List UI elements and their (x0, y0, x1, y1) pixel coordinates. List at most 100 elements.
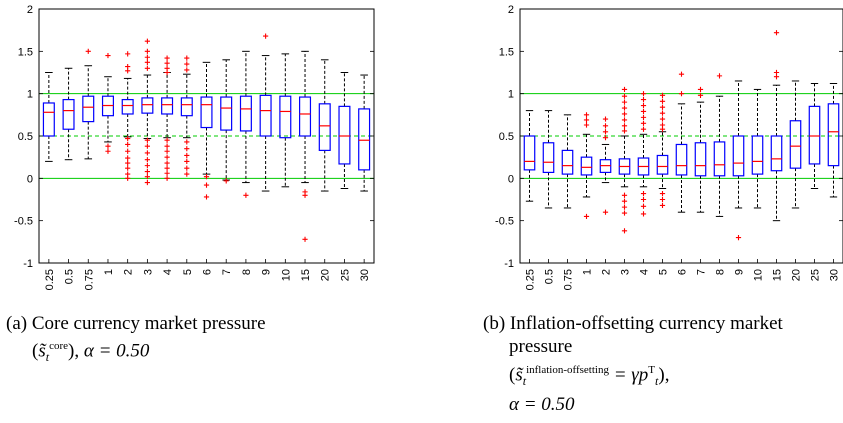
outlier-a-41 (184, 61, 190, 67)
outlier-b-34 (659, 98, 666, 104)
box-b-0 (523, 135, 536, 171)
outlier-b-14 (621, 117, 628, 123)
outlier-b-23 (640, 96, 647, 103)
x-tick-label-a-8: 6 (202, 269, 214, 275)
outlier-b-28 (640, 126, 647, 132)
outlier-b-1 (583, 117, 590, 123)
x-tick-label-b-16: 30 (829, 269, 841, 281)
outlier-b-12 (621, 105, 628, 111)
box-b-8 (675, 143, 688, 176)
x-tick-label-a-0: 0.25 (44, 269, 56, 290)
chart-panel-b: -1 -0.5 0 0.5 1 1.5 2 0.25 0.5 0.75 1 2 3 4 5 6 7 8 9 10 15 2… (495, 4, 843, 290)
outlier-a-27 (144, 179, 150, 186)
x-tick-label-b-3: 1 (582, 269, 594, 275)
outlier-a-49 (203, 174, 210, 180)
outlier-a-53 (243, 192, 249, 198)
box-b-7 (656, 154, 669, 175)
caption-a-text: Core currency market pressure (31, 313, 266, 334)
outlier-b-7 (602, 135, 609, 141)
box-b-10 (713, 141, 726, 177)
outlier-a-6 (125, 68, 131, 74)
y-tick-label-b-5: 1.5 (499, 46, 514, 58)
box-a-0 (42, 102, 55, 137)
outlier-b-17 (621, 192, 628, 198)
outlier-a-25 (144, 168, 150, 175)
caption-b-label: (b) (483, 313, 506, 334)
outlier-b-25 (640, 108, 647, 115)
outlier-b-29 (640, 190, 647, 197)
outlier-b-22 (640, 91, 647, 97)
outlier-a-35 (164, 154, 170, 160)
outlier-a-36 (164, 160, 170, 166)
box-a-10 (239, 95, 252, 132)
outlier-a-11 (125, 160, 131, 166)
outlier-b-2 (583, 122, 590, 128)
x-tick-label-b-11: 9 (734, 269, 746, 275)
outlier-b-18 (621, 198, 628, 204)
box-a-12 (279, 95, 292, 139)
box-a-9 (220, 96, 233, 131)
outlier-a-43 (184, 139, 190, 145)
x-tick-label-a-16: 30 (359, 269, 371, 281)
outlier-a-7 (125, 135, 131, 142)
outlier-b-15 (621, 123, 628, 129)
box-b-14 (789, 120, 802, 169)
outlier-a-22 (144, 150, 150, 156)
outlier-b-19 (621, 204, 628, 210)
x-tick-label-b-1: 0.5 (544, 269, 556, 284)
outlier-b-27 (640, 120, 647, 126)
y-tick-label-b-6: 2 (508, 4, 514, 16)
caption-b: (b) Inflation-offsetting currency market… (483, 312, 823, 416)
outlier-a-32 (164, 137, 170, 143)
box-b-12 (751, 135, 764, 175)
box-a-7 (180, 97, 193, 117)
outlier-a-46 (184, 158, 190, 164)
outlier-a-4 (125, 51, 131, 57)
box-a-2 (82, 95, 95, 123)
outlier-b-33 (659, 92, 666, 98)
box-a-1 (62, 98, 75, 130)
outlier-b-24 (640, 102, 647, 109)
outlier-a-16 (144, 48, 150, 54)
x-tick-label-a-13: 15 (300, 269, 312, 281)
outlier-a-52 (223, 178, 229, 184)
y-tick-label-b-0: -1 (504, 258, 514, 270)
caption-a-label: (a) (6, 313, 28, 334)
outlier-a-12 (125, 165, 131, 171)
outlier-b-9 (621, 86, 628, 93)
outlier-b-0 (583, 112, 590, 118)
x-tick-label-b-10: 8 (715, 269, 727, 275)
y-tick-label-a-3: 0.5 (18, 131, 33, 143)
outlier-b-43 (678, 71, 685, 77)
caption-b-text: Inflation-offsetting currency market pre… (509, 313, 783, 357)
outlier-a-15 (144, 38, 150, 44)
box-a-15 (338, 105, 351, 165)
plot-frame-b (519, 8, 843, 264)
box-b-2 (561, 149, 574, 175)
outlier-b-45 (697, 86, 704, 93)
outlier-a-39 (164, 175, 170, 181)
box-b-13 (770, 135, 783, 172)
outlier-a-1 (105, 52, 111, 59)
outlier-b-8 (602, 209, 609, 215)
outlier-b-30 (640, 196, 647, 203)
outlier-a-24 (144, 163, 150, 169)
y-tick-label-a-1: -0.5 (14, 216, 33, 228)
outlier-b-13 (621, 111, 628, 117)
x-tick-label-b-12: 10 (753, 269, 765, 281)
outlier-b-6 (602, 129, 609, 135)
outlier-a-56 (302, 192, 308, 198)
outlier-b-51 (773, 74, 780, 80)
caption-b-alpha: α = 0.50 (509, 394, 575, 416)
outlier-a-54 (263, 33, 269, 39)
outlier-a-31 (164, 69, 170, 76)
outlier-b-41 (659, 196, 666, 203)
x-tick-label-a-10: 8 (241, 269, 253, 275)
outlier-b-5 (602, 123, 609, 129)
y-tick-label-b-3: 0.5 (499, 131, 514, 143)
box-a-11 (259, 94, 272, 137)
outlier-a-23 (144, 157, 150, 163)
outlier-a-38 (164, 170, 170, 176)
x-tick-label-b-15: 25 (810, 269, 822, 281)
